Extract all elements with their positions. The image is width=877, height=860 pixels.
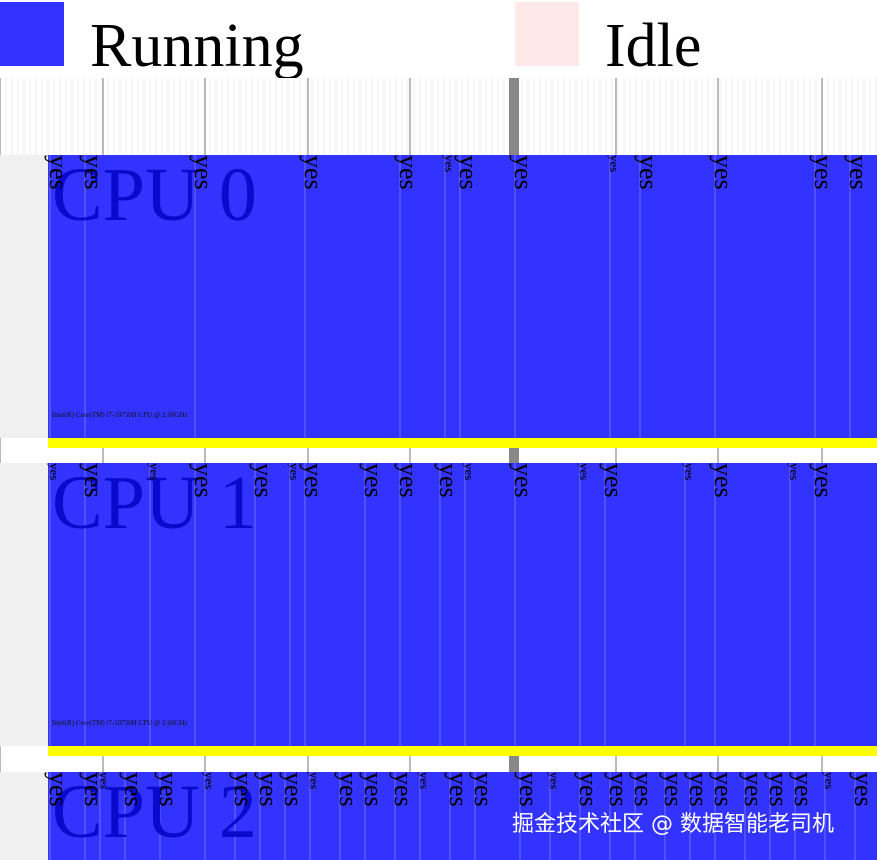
lane-info: Intel(R) Core(TM) i7-10750H CPU @ 2.60GH… xyxy=(52,719,188,727)
slice-label: yes xyxy=(809,155,838,190)
lane-marker xyxy=(48,438,877,448)
slice-label: yes xyxy=(442,155,457,172)
slice-label: yes xyxy=(434,463,463,498)
slice-label: yes xyxy=(787,463,802,480)
slice-label: yes xyxy=(709,463,738,498)
slice-label: yes xyxy=(254,772,283,807)
slice-label: yes xyxy=(229,772,258,807)
slice-label: yes xyxy=(79,772,108,807)
lane-gutter xyxy=(0,772,48,860)
slice-label: yes xyxy=(809,463,838,498)
slice-label: yes xyxy=(97,772,112,789)
slice-label: yes xyxy=(634,155,663,190)
lane-gutter xyxy=(0,155,48,438)
slice-label: yes xyxy=(514,772,543,807)
slice-label: yes xyxy=(299,463,328,498)
slice-label: yes xyxy=(79,155,108,190)
slice-label: yes xyxy=(462,463,477,480)
slice-label: yes xyxy=(189,463,218,498)
legend-swatch xyxy=(515,2,579,66)
slice-label: yes xyxy=(444,772,473,807)
slice-label: yes xyxy=(469,772,498,807)
slice-label: yes xyxy=(47,463,62,480)
slice-label: yes xyxy=(509,155,538,190)
slice-label: yes xyxy=(394,155,423,190)
slice-label: yes xyxy=(547,772,562,789)
slice-label: yes xyxy=(844,155,873,190)
slice-label: yes xyxy=(359,463,388,498)
slice-label: yes xyxy=(189,155,218,190)
slice-label: yes xyxy=(249,463,278,498)
slice-label: yes xyxy=(299,155,328,190)
slice-label: yes xyxy=(739,772,768,807)
slice-label: yes xyxy=(574,772,603,807)
lane-info: Intel(R) Core(TM) i7-10750H CPU @ 2.60GH… xyxy=(52,411,188,419)
slice-label: yes xyxy=(659,772,688,807)
legend-label: Idle xyxy=(605,12,701,80)
slice-label: yes xyxy=(682,463,697,480)
slice-label: yes xyxy=(119,772,148,807)
slice-label: yes xyxy=(394,463,423,498)
slice-label: yes xyxy=(202,772,217,789)
slice-label: yes xyxy=(577,463,592,480)
slice-label: yes xyxy=(764,772,793,807)
slice-label: yes xyxy=(287,463,302,480)
lane-label: CPU 0 xyxy=(52,153,257,237)
watermark: 掘金技术社区 @ 数据智能老司机 xyxy=(512,812,834,837)
slice-label: yes xyxy=(389,772,418,807)
lane-running xyxy=(48,155,877,438)
slice-label: yes xyxy=(44,772,73,807)
slice-label: yes xyxy=(79,463,108,498)
slice-label: yes xyxy=(629,772,658,807)
lane-running xyxy=(48,772,877,860)
slice-label: yes xyxy=(147,463,162,480)
lane-running xyxy=(48,463,877,746)
lane-label: CPU 1 xyxy=(52,461,257,545)
slice-label: yes xyxy=(607,155,622,172)
lane-marker xyxy=(48,746,877,756)
slice-label: yes xyxy=(849,772,877,807)
slice-label: yes xyxy=(509,463,538,498)
slice-label: yes xyxy=(334,772,363,807)
slice-label: yes xyxy=(604,772,633,807)
slice-label: yes xyxy=(709,155,738,190)
lane-label: CPU 2 xyxy=(52,770,257,854)
slice-label: yes xyxy=(417,772,432,789)
slice-label: yes xyxy=(279,772,308,807)
slice-label: yes xyxy=(154,772,183,807)
slice-label: yes xyxy=(44,155,73,190)
slice-label: yes xyxy=(307,772,322,789)
legend-label: Running xyxy=(90,12,304,80)
slice-label: yes xyxy=(822,772,837,789)
slice-label: yes xyxy=(789,772,818,807)
slice-label: yes xyxy=(454,155,483,190)
slice-label: yes xyxy=(684,772,713,807)
slice-label: yes xyxy=(359,772,388,807)
legend-swatch xyxy=(0,2,64,66)
slice-label: yes xyxy=(709,772,738,807)
lane-gutter xyxy=(0,463,48,746)
slice-label: yes xyxy=(599,463,628,498)
